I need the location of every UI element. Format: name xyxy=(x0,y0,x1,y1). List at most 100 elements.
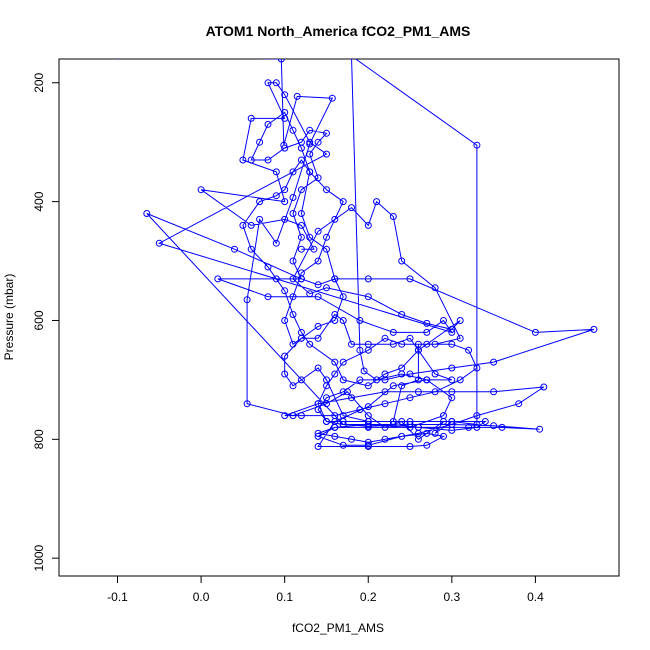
data-point xyxy=(281,317,289,324)
data-point xyxy=(364,438,372,446)
data-point xyxy=(293,92,301,100)
data-point xyxy=(431,340,439,348)
data-point xyxy=(272,275,280,283)
data-point xyxy=(247,221,255,229)
y-tick-label: 1000 xyxy=(32,545,46,572)
data-point xyxy=(398,364,406,372)
data-point xyxy=(277,59,285,63)
data-point xyxy=(348,340,355,348)
data-point xyxy=(348,394,355,402)
data-point xyxy=(331,432,339,440)
data-point xyxy=(465,423,473,431)
x-tick-label: 0.1 xyxy=(276,590,293,604)
data-point xyxy=(373,198,381,206)
data-point xyxy=(314,443,322,450)
data-point xyxy=(239,156,247,164)
data-point xyxy=(398,382,406,390)
data-point xyxy=(264,79,272,87)
data-point xyxy=(331,423,339,431)
data-point xyxy=(143,210,151,217)
data-point xyxy=(348,204,355,212)
data-point xyxy=(456,376,464,384)
data-point xyxy=(456,334,464,342)
data-point xyxy=(414,346,422,354)
data-point xyxy=(297,138,305,146)
data-point xyxy=(281,198,289,206)
data-point xyxy=(356,346,364,354)
data-point xyxy=(247,156,255,164)
data-point xyxy=(364,443,372,450)
data-point xyxy=(197,186,205,194)
data-point xyxy=(381,400,389,408)
data-point xyxy=(364,403,372,411)
y-tick-label: 200 xyxy=(32,72,46,92)
data-point xyxy=(256,138,264,146)
data-point xyxy=(331,412,339,420)
data-point xyxy=(448,388,456,396)
data-point xyxy=(331,215,339,223)
data-point xyxy=(281,215,289,223)
data-point xyxy=(256,198,264,206)
data-point xyxy=(440,317,447,324)
data-point xyxy=(297,186,305,194)
data-point xyxy=(515,400,523,408)
chart-title: ATOM1 North_America fCO2_PM1_AMS xyxy=(206,23,471,39)
data-point xyxy=(536,425,544,433)
data-point xyxy=(448,325,456,333)
data-point xyxy=(323,150,330,158)
data-point xyxy=(272,168,280,176)
data-point xyxy=(323,233,330,241)
data-point xyxy=(247,114,255,122)
data-point xyxy=(448,418,456,425)
x-tick-label: -0.1 xyxy=(107,590,128,604)
data-point xyxy=(414,388,422,396)
data-point xyxy=(448,421,456,428)
data-point xyxy=(448,340,456,348)
data-point xyxy=(398,311,406,318)
x-tick-label: 0.4 xyxy=(527,590,544,604)
data-point xyxy=(297,245,305,253)
data-point xyxy=(297,156,305,164)
data-point xyxy=(306,168,314,176)
data-point xyxy=(423,429,431,437)
data-point xyxy=(414,376,422,384)
data-point xyxy=(406,418,414,425)
data-point xyxy=(473,412,481,420)
data-point xyxy=(256,215,264,223)
data-point xyxy=(306,150,314,158)
data-point xyxy=(306,138,314,146)
data-point xyxy=(406,370,414,378)
data-point xyxy=(280,141,288,149)
data-point xyxy=(339,376,347,384)
data-point xyxy=(349,59,354,60)
data-point xyxy=(364,346,372,354)
data-point xyxy=(272,239,280,247)
data-point xyxy=(297,412,305,420)
data-point xyxy=(314,227,322,235)
data-point xyxy=(339,198,347,206)
data-point xyxy=(289,168,297,176)
data-point xyxy=(239,221,247,229)
y-tick-label: 600 xyxy=(32,310,46,330)
data-point xyxy=(328,94,336,102)
data-point xyxy=(473,364,481,372)
data-point xyxy=(381,334,389,342)
data-point xyxy=(306,233,314,241)
data-point xyxy=(473,141,481,149)
series-line xyxy=(146,59,595,447)
data-point xyxy=(389,382,397,390)
data-point xyxy=(490,422,498,430)
data-point xyxy=(306,290,314,298)
data-point xyxy=(314,432,322,440)
data-point xyxy=(314,429,322,437)
data-point xyxy=(398,257,406,265)
data-point xyxy=(289,275,297,283)
data-point xyxy=(389,328,397,336)
data-point xyxy=(314,293,322,301)
x-tick-label: 0.3 xyxy=(443,590,460,604)
data-point xyxy=(243,400,251,408)
data-point xyxy=(331,317,339,324)
data-point xyxy=(306,126,314,134)
data-point xyxy=(431,284,439,292)
data-point xyxy=(289,311,297,318)
